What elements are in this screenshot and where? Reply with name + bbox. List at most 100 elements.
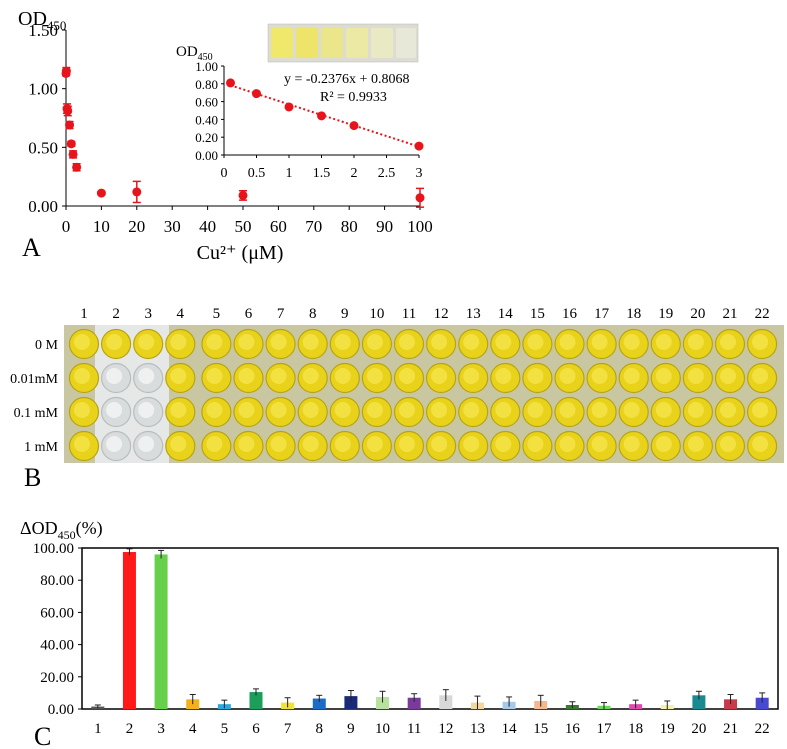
panel-a-inset: OD450 0.00 0.20 0.40 0.60 0.80 1.00 0 0.5 1 1.5 2 2… bbox=[176, 23, 424, 181]
bar-category-label: 21 bbox=[723, 721, 738, 737]
inset-equation: y = -0.2376x + 0.8068 bbox=[284, 72, 409, 87]
plate-well-highlight bbox=[238, 334, 255, 350]
plate-well-highlight bbox=[752, 368, 769, 384]
bar-12 bbox=[439, 695, 453, 709]
a-data-point bbox=[61, 66, 71, 76]
c-ytick-label: 60.00 bbox=[40, 605, 74, 621]
plate-well-highlight bbox=[623, 402, 640, 418]
plate-well-highlight bbox=[270, 368, 287, 384]
plate-well-highlight bbox=[399, 402, 415, 418]
bar-category-label: 5 bbox=[221, 721, 229, 737]
a-data-point bbox=[63, 106, 73, 116]
inset-ytick-label: 0.80 bbox=[195, 77, 218, 92]
plate-well-highlight bbox=[591, 402, 608, 418]
plate-well-highlight bbox=[74, 436, 90, 452]
plate-well-highlight bbox=[720, 436, 736, 452]
inset-ytick-label: 1.00 bbox=[195, 59, 218, 74]
plate-well-highlight bbox=[752, 334, 769, 350]
bar-category-label: 22 bbox=[755, 721, 770, 737]
panel-c-plot-frame bbox=[81, 547, 779, 710]
a-ytick-label: 0.00 bbox=[28, 197, 58, 216]
plate-well-highlight bbox=[559, 436, 576, 452]
plate-column-label: 7 bbox=[277, 306, 285, 322]
a-data-point bbox=[66, 139, 76, 149]
bar-category-label: 11 bbox=[407, 721, 421, 737]
inset-data-point bbox=[252, 89, 261, 99]
plate-well-highlight bbox=[559, 334, 576, 350]
bar-3 bbox=[154, 554, 168, 709]
plate-well-highlight bbox=[687, 368, 704, 384]
plate-well-highlight bbox=[74, 368, 90, 384]
plate-well-highlight bbox=[366, 368, 383, 384]
inset-xtick-label: 2.5 bbox=[378, 166, 396, 181]
plate-column-label: 18 bbox=[626, 306, 641, 322]
plate-column-label: 5 bbox=[213, 306, 221, 322]
plate-wells bbox=[68, 328, 778, 462]
a-xtick-label: 20 bbox=[128, 217, 145, 236]
a-xtick-label: 90 bbox=[376, 217, 393, 236]
panel-b-letter: B bbox=[24, 463, 41, 492]
a-xtick-label: 10 bbox=[93, 217, 110, 236]
plate-well-highlight bbox=[238, 368, 255, 384]
c-ytick-label: 20.00 bbox=[40, 670, 74, 686]
inset-ticks: 0.00 0.20 0.40 0.60 0.80 1.00 0 0.5 1 1.5 2 2.5 3 bbox=[195, 59, 422, 181]
cuvette-6 bbox=[396, 28, 416, 58]
plate-well-highlight bbox=[495, 436, 512, 452]
plate-well-highlight bbox=[527, 368, 544, 384]
plate-column-label: 3 bbox=[144, 306, 152, 322]
inset-data-point bbox=[317, 111, 326, 121]
bar-category-label: 2 bbox=[126, 721, 134, 737]
plate-well-highlight bbox=[334, 334, 351, 350]
bar-9 bbox=[344, 696, 358, 709]
plate-well-highlight bbox=[399, 436, 415, 452]
bar-category-label: 20 bbox=[691, 721, 706, 737]
cuvette-4 bbox=[346, 28, 368, 58]
plate-well-highlight bbox=[170, 368, 187, 384]
cuvette-5 bbox=[371, 28, 393, 58]
plate-well-highlight bbox=[170, 334, 187, 350]
plate-well-highlight bbox=[495, 402, 512, 418]
panel-c: ΔOD450(%) 0.0020.0040.0060.0080.00100.00… bbox=[20, 518, 779, 749]
a-xtick-label: 0 bbox=[62, 217, 71, 236]
plate-column-label: 21 bbox=[723, 306, 738, 322]
plate-well-highlight bbox=[366, 334, 383, 350]
plate-well-highlight bbox=[206, 436, 223, 452]
plate-well-highlight bbox=[302, 368, 319, 384]
a-data-point bbox=[68, 149, 78, 159]
inset-r2: R² = 0.9933 bbox=[320, 90, 387, 105]
plate-well-highlight bbox=[366, 436, 383, 452]
bar-category-label: 19 bbox=[660, 721, 675, 737]
a-data-point bbox=[415, 193, 425, 203]
a-data-point bbox=[72, 162, 82, 172]
a-data-point bbox=[65, 120, 75, 130]
panel-c-x-labels: 1 2 3 4 5 6 7 8 9 10 11 12 13 14 15 16 17 18 19 20 21 22 bbox=[94, 721, 770, 737]
inset-xtick-label: 1.5 bbox=[313, 166, 331, 181]
plate-well-highlight bbox=[206, 368, 223, 384]
plate-well-highlight bbox=[623, 334, 640, 350]
inset-ylabel: OD450 bbox=[176, 44, 213, 63]
plate-column-label: 17 bbox=[594, 306, 610, 322]
a-xtick-label: 50 bbox=[235, 217, 252, 236]
plate-well-highlight bbox=[302, 334, 319, 350]
plate-row-headers: 0 M 0.01mM 0.1 mM 1 mM bbox=[10, 338, 58, 455]
c-ytick-label: 40.00 bbox=[40, 638, 74, 654]
plate-well-highlight bbox=[74, 334, 90, 350]
cuvette-3 bbox=[321, 28, 343, 58]
panel-a: OD450 0.000.501.001.500 10 20 30 40 50 60 70 80 9… bbox=[18, 8, 433, 264]
plate-row-label: 0.01mM bbox=[10, 372, 58, 387]
panel-c-ylabel: ΔOD450(%) bbox=[20, 518, 103, 542]
panel-c-ticks: 0.00 20.00 40.00 60.00 80.00 100.00 bbox=[33, 541, 82, 718]
a-xtick-label: 60 bbox=[270, 217, 287, 236]
a-data-point bbox=[96, 188, 106, 198]
plate-well-highlight bbox=[687, 402, 704, 418]
plate-column-label: 12 bbox=[434, 306, 449, 322]
bar-category-label: 6 bbox=[252, 721, 260, 737]
bar-category-label: 1 bbox=[94, 721, 102, 737]
c-ytick-label: 100.00 bbox=[33, 541, 74, 557]
plate-well-highlight bbox=[463, 436, 480, 452]
a-xtick-label: 30 bbox=[164, 217, 181, 236]
bar-category-label: 16 bbox=[565, 721, 581, 737]
plate-well-highlight bbox=[138, 334, 155, 350]
plate-well-highlight bbox=[495, 334, 512, 350]
